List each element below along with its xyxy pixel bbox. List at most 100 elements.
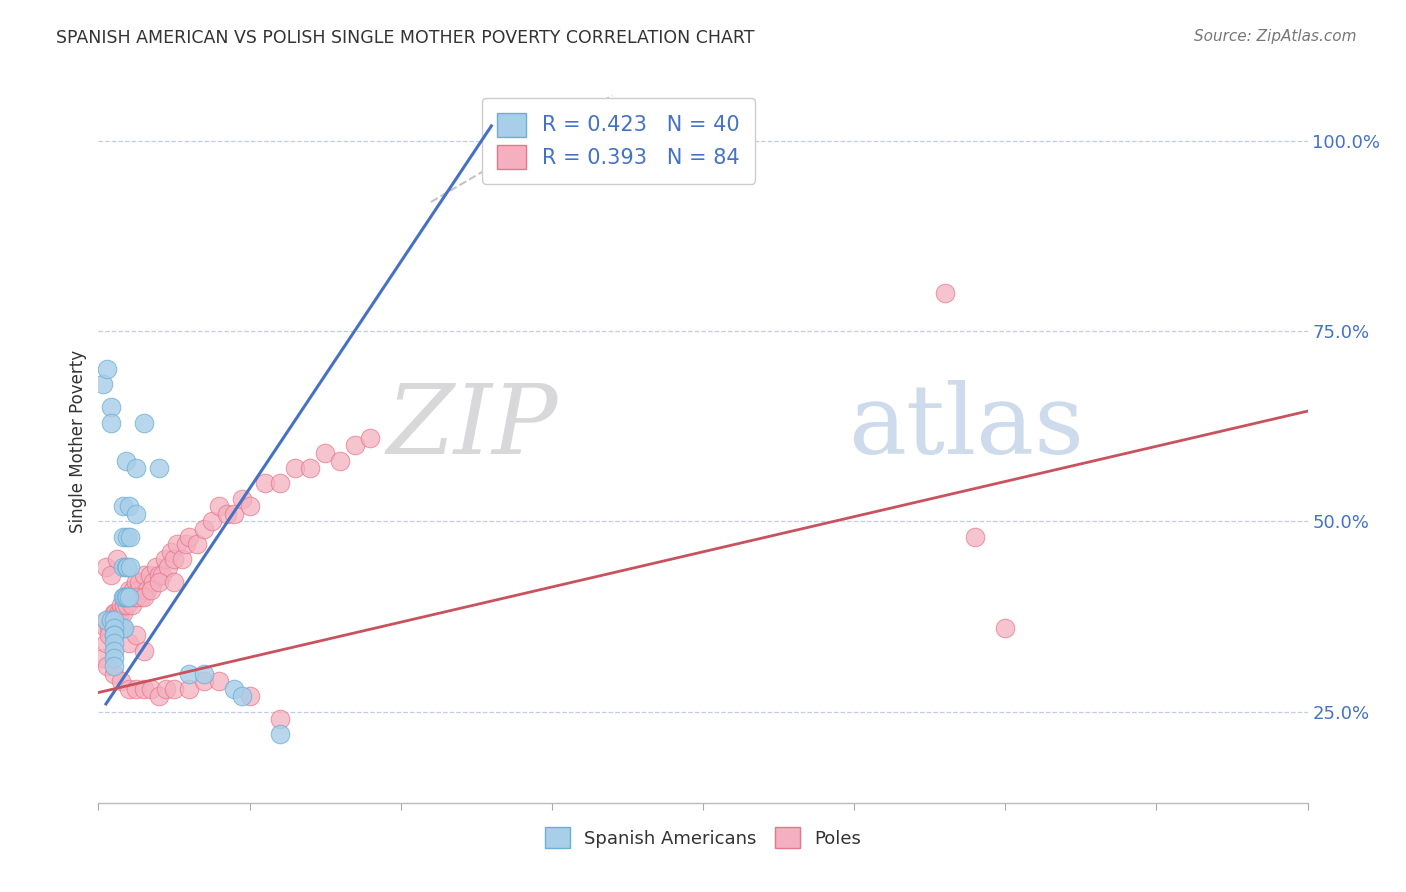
- Point: [153, 552, 176, 566]
- Point: [115, 530, 138, 544]
- Point: [160, 545, 183, 559]
- Point: [132, 591, 155, 605]
- Point: [224, 507, 246, 521]
- Point: [148, 575, 170, 590]
- Point: [91, 377, 114, 392]
- Point: [105, 613, 128, 627]
- Point: [142, 575, 165, 590]
- Text: SPANISH AMERICAN VS POLISH SINGLE MOTHER POVERTY CORRELATION CHART: SPANISH AMERICAN VS POLISH SINGLE MOTHER…: [56, 29, 755, 47]
- Point: [360, 431, 382, 445]
- Point: [96, 613, 118, 627]
- Point: [224, 681, 246, 696]
- Point: [166, 537, 188, 551]
- Y-axis label: Single Mother Poverty: Single Mother Poverty: [69, 350, 87, 533]
- Point: [124, 591, 146, 605]
- Point: [111, 591, 134, 605]
- Point: [115, 591, 138, 605]
- Point: [170, 552, 193, 566]
- Point: [163, 575, 186, 590]
- Point: [105, 552, 128, 566]
- Point: [163, 552, 186, 566]
- Point: [107, 606, 129, 620]
- Point: [186, 537, 208, 551]
- Point: [253, 476, 276, 491]
- Point: [156, 560, 179, 574]
- Point: [193, 522, 215, 536]
- Point: [201, 515, 224, 529]
- Point: [111, 560, 134, 574]
- Point: [132, 643, 155, 657]
- Point: [132, 416, 155, 430]
- Point: [208, 674, 231, 689]
- Point: [125, 628, 148, 642]
- Point: [108, 606, 131, 620]
- Point: [103, 613, 125, 627]
- Point: [120, 530, 142, 544]
- Point: [148, 567, 170, 582]
- Point: [103, 621, 125, 635]
- Point: [132, 681, 155, 696]
- Point: [112, 598, 135, 612]
- Point: [179, 530, 201, 544]
- Point: [179, 666, 201, 681]
- Text: atlas: atlas: [848, 380, 1084, 474]
- Point: [111, 606, 134, 620]
- Point: [284, 461, 307, 475]
- Text: Source: ZipAtlas.com: Source: ZipAtlas.com: [1194, 29, 1357, 45]
- Point: [98, 628, 121, 642]
- Point: [215, 507, 238, 521]
- Point: [135, 582, 157, 597]
- Point: [174, 537, 197, 551]
- Point: [103, 636, 125, 650]
- Point: [148, 690, 170, 704]
- Point: [94, 613, 117, 627]
- Point: [239, 499, 262, 513]
- Point: [125, 681, 148, 696]
- Point: [132, 567, 155, 582]
- Point: [103, 628, 125, 642]
- Point: [118, 582, 141, 597]
- Point: [110, 598, 132, 612]
- Point: [934, 286, 956, 301]
- Point: [150, 567, 173, 582]
- Point: [118, 499, 141, 513]
- Point: [111, 530, 134, 544]
- Point: [118, 591, 141, 605]
- Point: [141, 681, 163, 696]
- Point: [94, 560, 117, 574]
- Point: [94, 621, 117, 635]
- Point: [127, 582, 149, 597]
- Point: [114, 560, 136, 574]
- Point: [100, 416, 122, 430]
- Point: [114, 591, 136, 605]
- Point: [100, 613, 122, 627]
- Point: [103, 651, 125, 665]
- Point: [103, 628, 125, 642]
- Point: [100, 567, 122, 582]
- Point: [110, 674, 132, 689]
- Point: [329, 453, 352, 467]
- Point: [110, 621, 132, 635]
- Point: [114, 453, 136, 467]
- Point: [139, 567, 162, 582]
- Point: [208, 499, 231, 513]
- Point: [269, 727, 291, 741]
- Point: [118, 636, 141, 650]
- Point: [120, 591, 142, 605]
- Point: [125, 591, 148, 605]
- Point: [101, 613, 124, 627]
- Point: [103, 659, 125, 673]
- Point: [121, 598, 143, 612]
- Point: [269, 476, 291, 491]
- Point: [128, 575, 150, 590]
- Point: [193, 666, 215, 681]
- Point: [163, 681, 186, 696]
- Point: [155, 681, 177, 696]
- Point: [994, 621, 1017, 635]
- Point: [103, 643, 125, 657]
- Point: [122, 582, 145, 597]
- Point: [100, 613, 122, 627]
- Point: [299, 461, 322, 475]
- Point: [129, 591, 152, 605]
- Point: [103, 621, 125, 635]
